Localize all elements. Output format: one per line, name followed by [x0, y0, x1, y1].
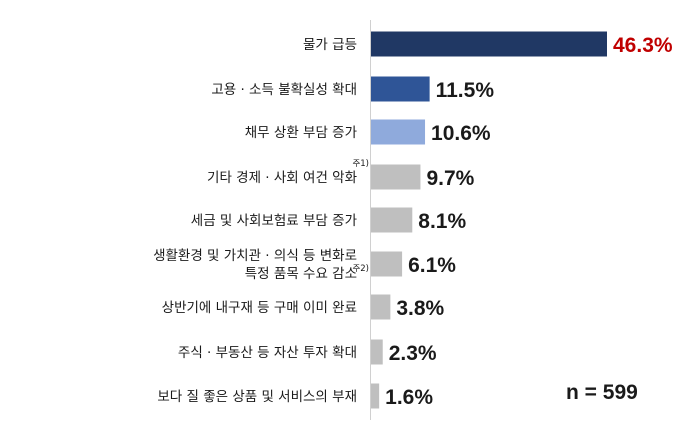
bar-8	[371, 339, 383, 365]
category-label-9: 보다 질 좋은 상품 및 서비스의 부재	[157, 389, 357, 405]
category-label-2: 고용 · 소득 불확실성 확대	[211, 82, 357, 98]
value-label-4: 9.7%	[426, 167, 474, 190]
value-label-3: 10.6%	[431, 122, 491, 145]
value-label-1: 46.3%	[613, 34, 673, 57]
value-label-8: 2.3%	[389, 342, 437, 365]
category-label-5: 세금 및 사회보험료 부담 증가	[191, 213, 357, 229]
bar-3	[371, 119, 426, 145]
category-label-6-line-1: 생활환경 및 가치관 · 의식 등 변화로	[153, 248, 357, 264]
category-label-8: 주식 · 부동산 등 자산 투자 확대	[178, 345, 357, 361]
bar-4	[371, 164, 421, 190]
bar-2	[371, 76, 430, 102]
bar-5	[371, 207, 413, 233]
bar-6	[371, 251, 403, 277]
category-label-3: 채무 상환 부담 증가	[245, 125, 357, 141]
value-label-7: 3.8%	[396, 297, 444, 320]
category-label-7: 상반기에 내구재 등 구매 이미 완료	[162, 300, 357, 316]
category-label-6-line-2: 특정 품목 수요 감소	[245, 266, 357, 282]
footnote-marker-6: 주2)	[352, 264, 369, 274]
value-label-5: 8.1%	[418, 210, 466, 233]
value-label-9: 1.6%	[385, 386, 433, 409]
bar-9	[371, 383, 380, 409]
sample-size-label: n = 599	[566, 381, 638, 404]
category-label-1: 물가 급등	[303, 37, 357, 53]
bar-7	[371, 294, 391, 320]
bar-1	[371, 31, 607, 57]
value-label-2: 11.5%	[436, 79, 495, 102]
value-label-6: 6.1%	[408, 254, 456, 277]
footnote-marker-4: 주1)	[352, 159, 369, 169]
category-label-4: 기타 경제 · 사회 여건 악화	[207, 170, 357, 186]
